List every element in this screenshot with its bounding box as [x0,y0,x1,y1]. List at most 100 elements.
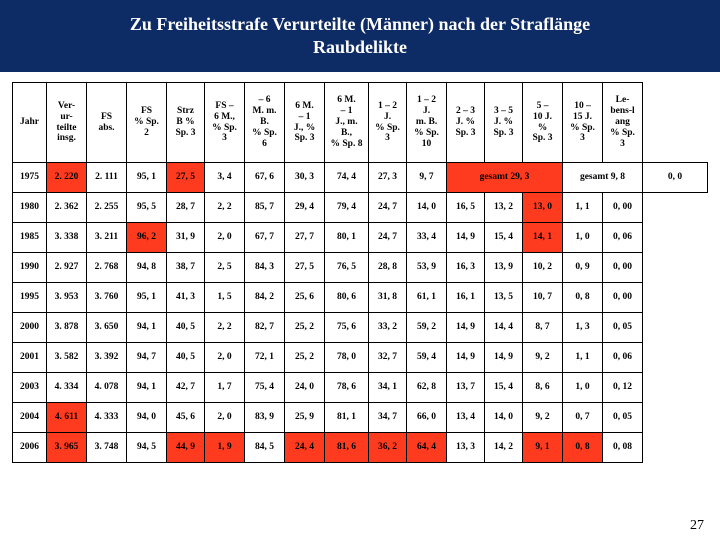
table-cell: 15, 4 [485,223,523,253]
table-cell: 0, 00 [603,193,643,223]
table-cell: 2, 2 [205,193,245,223]
title-band: Zu Freiheitsstrafe Verurteilte (Männer) … [0,0,720,72]
table-cell: 9, 7 [407,163,447,193]
table-row: 19802. 3622. 25595, 528, 72, 285, 729, 4… [13,193,708,223]
table-cell: 24, 0 [285,373,325,403]
table-cell: 81, 1 [325,403,369,433]
table-row: 19752. 2202. 11195, 127, 53, 467, 630, 3… [13,163,708,193]
table-cell: 78, 0 [325,343,369,373]
table-cell: 94, 0 [127,403,167,433]
table-cell: 33, 2 [369,313,407,343]
table-cell: 1, 1 [563,343,603,373]
table-cell: 14, 9 [447,343,485,373]
table-cell: 27, 5 [285,253,325,283]
table-cell: 14, 4 [485,313,523,343]
table-cell: 0, 12 [603,373,643,403]
table-cell: 3. 211 [87,223,127,253]
table-cell: 64, 4 [407,433,447,463]
table-cell: 13, 2 [485,193,523,223]
table-cell: gesamt 29, 3 [447,163,563,193]
table-cell: 13, 3 [447,433,485,463]
table-cell: 78, 6 [325,373,369,403]
table-cell: 13, 7 [447,373,485,403]
table-cell: 95, 5 [127,193,167,223]
table-cell: 3. 650 [87,313,127,343]
title-line1: Zu Freiheitsstrafe Verurteilte (Männer) … [20,13,700,36]
table-row: 20044. 6114. 33394, 045, 62, 083, 925, 9… [13,403,708,433]
table-cell: 0, 06 [603,223,643,253]
table-cell: 2, 0 [205,223,245,253]
table-cell: 34, 1 [369,373,407,403]
table-cell: 40, 5 [167,343,205,373]
table-cell: 95, 1 [127,283,167,313]
table-cell: 80, 6 [325,283,369,313]
table-cell: 34, 7 [369,403,407,433]
table-cell: 38, 7 [167,253,205,283]
table-cell: 83, 9 [245,403,285,433]
table-row: 19902. 9272. 76894, 838, 72, 584, 327, 5… [13,253,708,283]
table-cell: 82, 7 [245,313,285,343]
table-cell: 2. 362 [47,193,87,223]
table-cell: 2003 [13,373,47,403]
table-cell: 2. 111 [87,163,127,193]
table-row: 20013. 5823. 39294, 740, 52, 072, 125, 2… [13,343,708,373]
table-cell: 2001 [13,343,47,373]
table-cell: 94, 8 [127,253,167,283]
table-cell: 1990 [13,253,47,283]
table-cell: 27, 3 [369,163,407,193]
table-cell: 13, 9 [485,253,523,283]
table-cell: 1, 7 [205,373,245,403]
table-cell: 25, 2 [285,343,325,373]
table-cell: 84, 5 [245,433,285,463]
table-cell: 3. 965 [47,433,87,463]
table-cell: gesamt 9, 8 [563,163,643,193]
table-cell: 14, 9 [485,343,523,373]
table-cell: 45, 6 [167,403,205,433]
table-cell: 10, 2 [523,253,563,283]
table-cell: 2, 5 [205,253,245,283]
table-cell: 28, 7 [167,193,205,223]
table-cell: 94, 1 [127,313,167,343]
col-header-8: 6 M.– 1J., m.B.,% Sp. 8 [325,83,369,163]
col-header-7: 6 M.– 1J., %Sp. 3 [285,83,325,163]
table-cell: 1, 0 [563,373,603,403]
table-cell: 0, 06 [603,343,643,373]
table-cell: 96, 2 [127,223,167,253]
table-cell: 2004 [13,403,47,433]
table-cell: 14, 9 [447,223,485,253]
table-cell: 81, 6 [325,433,369,463]
page-number: 27 [690,518,704,534]
table-cell: 9, 1 [523,433,563,463]
col-header-11: 2 – 3J. %Sp. 3 [447,83,485,163]
table-cell: 3. 760 [87,283,127,313]
table-cell: 95, 1 [127,163,167,193]
table-cell: 14, 2 [485,433,523,463]
table-cell: 2, 2 [205,313,245,343]
col-header-4: StrzB %Sp. 3 [167,83,205,163]
table-cell: 24, 7 [369,223,407,253]
table-cell: 84, 2 [245,283,285,313]
col-header-10: 1 – 2J.m. B.% Sp.10 [407,83,447,163]
table-cell: 67, 6 [245,163,285,193]
table-cell: 44, 9 [167,433,205,463]
table-container: JahrVer-ur-teilteinsg.FSabs.FS% Sp.2Strz… [0,72,720,463]
table-cell: 2. 927 [47,253,87,283]
table-cell: 0, 08 [603,433,643,463]
table-cell: 0, 8 [563,283,603,313]
table-cell: 42, 7 [167,373,205,403]
table-cell: 94, 1 [127,373,167,403]
table-cell: 74, 4 [325,163,369,193]
table-cell: 2. 220 [47,163,87,193]
table-cell: 61, 1 [407,283,447,313]
table-cell: 8, 7 [523,313,563,343]
table-cell: 14, 1 [523,223,563,253]
table-cell: 3. 953 [47,283,87,313]
table-cell: 1, 9 [205,433,245,463]
col-header-13: 5 –10 J.%Sp. 3 [523,83,563,163]
table-cell: 3. 338 [47,223,87,253]
table-cell: 1975 [13,163,47,193]
col-header-14: 10 –15 J.% Sp.3 [563,83,603,163]
table-cell: 59, 2 [407,313,447,343]
table-cell: 84, 3 [245,253,285,283]
table-cell: 79, 4 [325,193,369,223]
